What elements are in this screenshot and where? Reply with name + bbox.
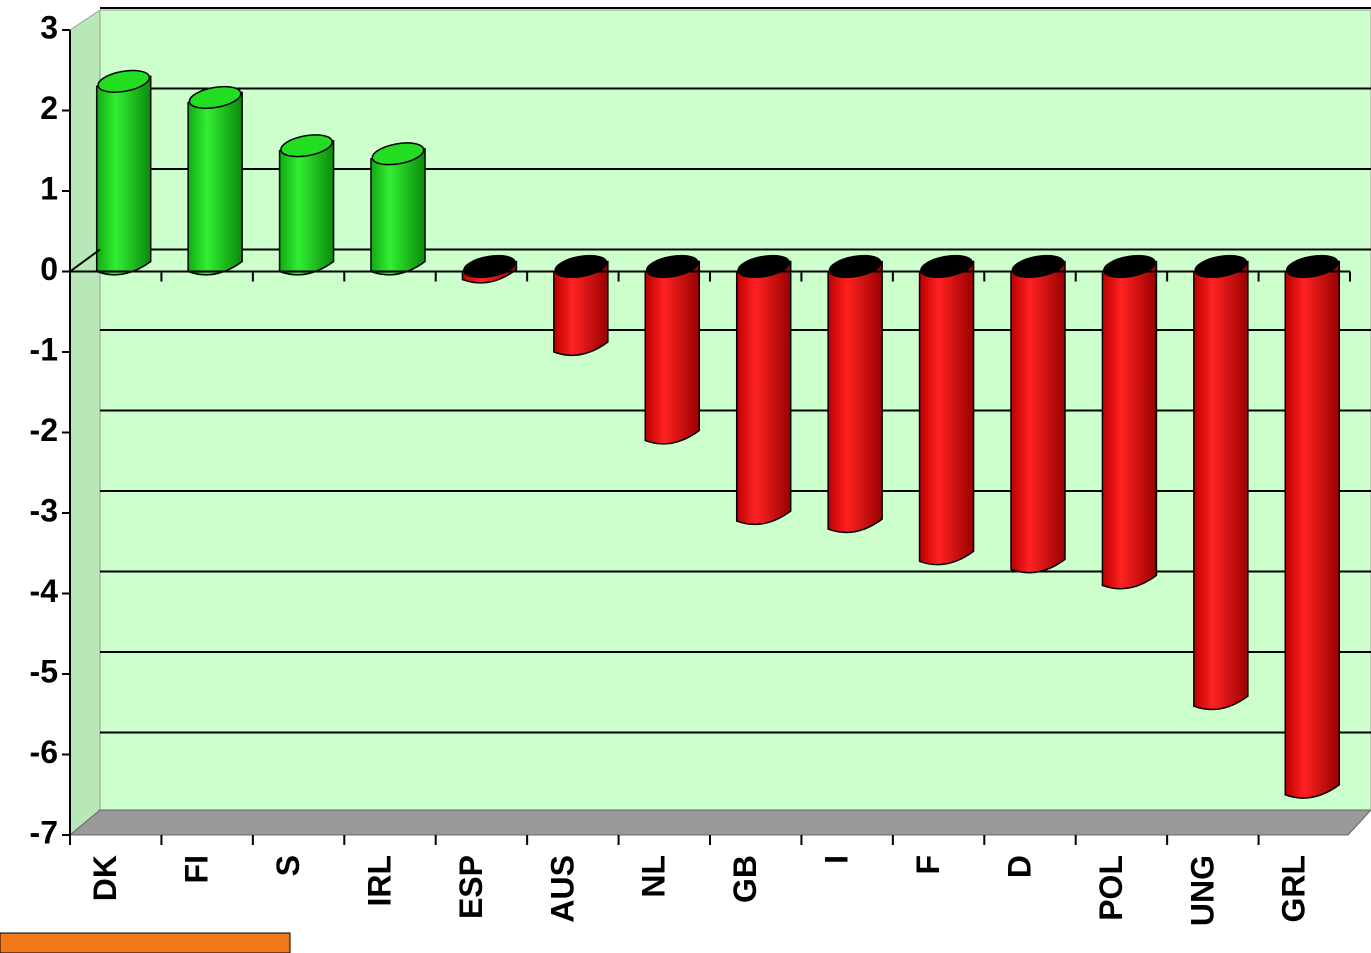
bar-cap (280, 134, 333, 158)
y-tick-label: 2 (40, 90, 58, 126)
y-tick-label: 0 (40, 251, 58, 287)
bar-body (95, 75, 152, 276)
bar (918, 254, 975, 566)
bar-body (1284, 260, 1341, 799)
x-tick-label: POL (1093, 855, 1129, 921)
bar-body (553, 260, 609, 357)
x-tick-label: AUS (544, 855, 580, 923)
decoration (0, 932, 291, 953)
bar-cap (97, 69, 151, 93)
bar-body (1010, 260, 1066, 574)
bar-body (1101, 260, 1158, 590)
bar-body (827, 260, 883, 534)
y-tick-label: -4 (30, 573, 59, 609)
floor (68, 809, 1371, 836)
bar (1193, 254, 1249, 711)
bar-cap (371, 142, 425, 166)
x-tick-label: F (910, 855, 946, 875)
x-tick-label: IRL (361, 855, 397, 907)
x-tick-label: NL (636, 855, 672, 898)
y-tick-label: -3 (30, 492, 58, 528)
bar-body (278, 139, 335, 276)
bar-body (735, 260, 792, 526)
x-tick-label: FI (179, 855, 215, 883)
bars (95, 69, 1341, 799)
bar (1284, 254, 1341, 799)
x-tick-label: I (819, 855, 855, 864)
x-tick-label: S (270, 855, 306, 876)
x-tick-label: D (1001, 855, 1037, 878)
y-tick-label: 1 (40, 170, 58, 206)
bar-body (918, 260, 975, 566)
bar (827, 254, 883, 534)
y-tick-label: -1 (30, 331, 58, 367)
y-tick-label: 3 (40, 9, 58, 45)
bar (370, 142, 426, 276)
x-tick-label: GRL (1276, 855, 1312, 923)
bar-body (187, 91, 243, 276)
bar (1010, 254, 1066, 574)
side-wall (69, 9, 101, 837)
bar (187, 85, 243, 276)
bar-cap (188, 85, 242, 110)
x-tick-label: ESP (453, 855, 489, 919)
bar (644, 254, 701, 445)
bar-body (370, 147, 426, 276)
x-tick-label: UNG (1184, 855, 1220, 926)
bar (553, 254, 609, 357)
bar (1101, 254, 1158, 590)
x-tick-label: DK (87, 855, 123, 901)
bar (95, 69, 152, 276)
bar-body (1193, 260, 1249, 711)
x-tick-label: GB (727, 855, 763, 903)
y-tick-label: -2 (30, 412, 58, 448)
bar-body (644, 260, 701, 445)
axes: -7 -6 -5 -4 -3 -2 -1 0 1 2 3 DK FI S IRL ESP AUS NL GB I F D P… (30, 9, 1351, 926)
x-axis-depth (69, 248, 101, 273)
y-tick-label: -7 (30, 814, 58, 850)
bar (278, 134, 335, 276)
y-tick-label: -5 (30, 653, 58, 689)
y-tick-label: -6 (30, 734, 58, 770)
bar (735, 254, 792, 526)
